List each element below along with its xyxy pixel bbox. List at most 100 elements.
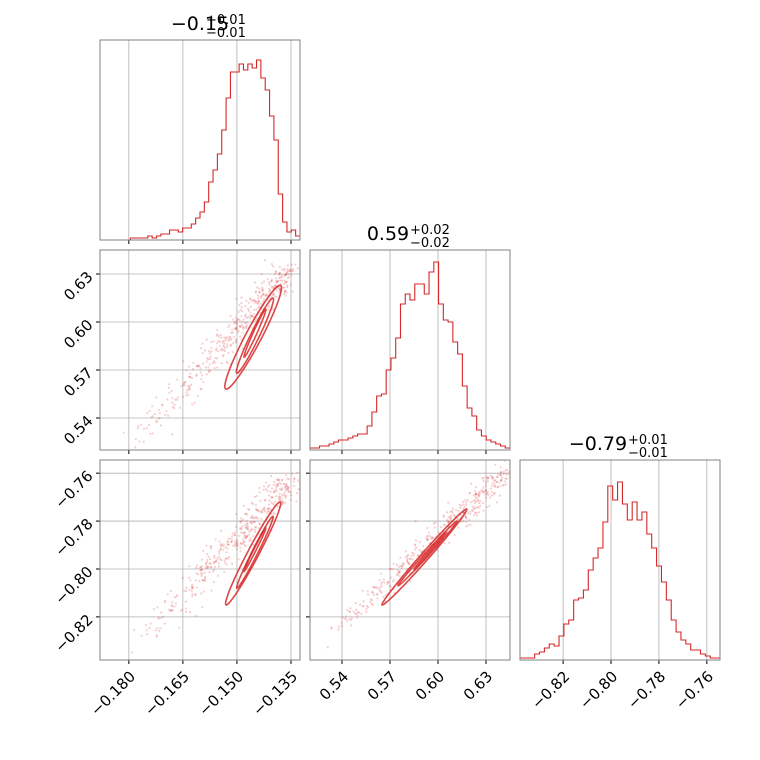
sample-point bbox=[238, 324, 241, 328]
sample-point bbox=[275, 485, 278, 489]
sample-point bbox=[157, 417, 160, 420]
sample-point bbox=[171, 601, 174, 604]
sample-point bbox=[204, 577, 207, 580]
sample-point bbox=[468, 518, 471, 522]
sample-point bbox=[485, 496, 488, 499]
sample-point bbox=[350, 617, 354, 620]
sample-point bbox=[426, 538, 429, 541]
sample-point bbox=[204, 562, 207, 565]
sample-point bbox=[399, 564, 402, 567]
sample-point bbox=[241, 525, 244, 528]
sample-point bbox=[374, 586, 377, 589]
sample-point bbox=[212, 360, 216, 363]
sample-point bbox=[286, 285, 289, 289]
sample-point bbox=[257, 527, 260, 530]
sample-point bbox=[253, 495, 257, 498]
sample-point bbox=[218, 344, 222, 347]
sample-point bbox=[242, 504, 246, 507]
sample-point bbox=[236, 318, 239, 322]
sample-point bbox=[277, 479, 281, 482]
sample-point bbox=[496, 473, 499, 476]
sample-point bbox=[504, 477, 507, 480]
sample-point bbox=[184, 600, 187, 603]
sample-point bbox=[267, 507, 270, 510]
sample-point bbox=[516, 468, 518, 470]
sample-point bbox=[495, 501, 499, 504]
axes-frame bbox=[519, 459, 721, 661]
sample-point bbox=[392, 562, 395, 565]
sample-point bbox=[280, 488, 283, 492]
sample-point bbox=[266, 308, 270, 311]
sample-point bbox=[402, 562, 405, 565]
sample-point bbox=[283, 290, 286, 293]
sample-point bbox=[445, 511, 449, 514]
sample-point bbox=[348, 610, 351, 613]
sample-point bbox=[254, 503, 257, 507]
sample-point bbox=[227, 339, 230, 342]
sample-point bbox=[286, 268, 289, 271]
sample-point bbox=[171, 609, 174, 612]
sample-point bbox=[239, 550, 242, 553]
sample-point bbox=[206, 566, 210, 569]
sample-point bbox=[223, 570, 226, 574]
sample-point bbox=[212, 570, 215, 573]
sample-point bbox=[278, 496, 282, 499]
histogram-param-3 bbox=[519, 459, 721, 664]
sample-point bbox=[237, 317, 240, 321]
sample-point bbox=[464, 516, 468, 519]
sample-point bbox=[472, 500, 475, 503]
sample-point bbox=[286, 487, 289, 491]
density-contour bbox=[412, 532, 448, 570]
sample-point bbox=[287, 486, 290, 489]
sample-point bbox=[254, 530, 257, 534]
sample-point bbox=[201, 352, 204, 355]
sample-point bbox=[284, 281, 287, 284]
sample-point bbox=[243, 540, 247, 543]
sample-point bbox=[295, 492, 299, 495]
sample-point bbox=[304, 273, 306, 275]
sample-point bbox=[239, 546, 242, 549]
sample-point bbox=[358, 603, 362, 606]
sample-point bbox=[264, 481, 268, 484]
sample-point bbox=[301, 486, 303, 488]
axes-frame bbox=[309, 459, 511, 661]
sample-point bbox=[257, 302, 260, 305]
sample-point bbox=[505, 468, 509, 471]
sample-point bbox=[248, 297, 252, 301]
sample-point bbox=[484, 489, 488, 492]
sample-point bbox=[218, 341, 221, 344]
sample-point bbox=[267, 305, 270, 309]
sample-point bbox=[277, 479, 280, 482]
sample-point bbox=[258, 523, 262, 526]
sample-point bbox=[501, 484, 505, 487]
sample-point bbox=[365, 608, 368, 611]
sample-point bbox=[275, 295, 278, 299]
sample-point bbox=[378, 578, 381, 582]
sample-point bbox=[288, 269, 291, 272]
sample-point bbox=[160, 611, 163, 614]
sample-point bbox=[248, 530, 251, 533]
sample-point bbox=[139, 423, 143, 426]
sample-point bbox=[260, 282, 264, 285]
sample-point bbox=[493, 479, 496, 482]
y-tick-label: −0.82 bbox=[51, 611, 96, 656]
sample-point bbox=[229, 343, 233, 346]
sample-point bbox=[447, 516, 450, 519]
y-tick-label: −0.78 bbox=[51, 515, 96, 560]
sample-point bbox=[200, 572, 203, 575]
sample-point bbox=[475, 500, 478, 503]
sample-point bbox=[414, 539, 418, 542]
sample-point bbox=[237, 558, 240, 561]
sample-point bbox=[250, 501, 253, 504]
sample-point bbox=[453, 515, 456, 518]
sample-point bbox=[156, 606, 159, 609]
sample-point bbox=[250, 516, 253, 519]
sample-point bbox=[163, 601, 166, 604]
sample-point bbox=[158, 416, 161, 420]
sample-point bbox=[492, 493, 496, 496]
sample-point bbox=[293, 477, 296, 480]
sample-point bbox=[281, 478, 284, 481]
sample-point bbox=[442, 523, 445, 526]
sample-point bbox=[272, 293, 275, 296]
sample-point bbox=[188, 387, 191, 390]
